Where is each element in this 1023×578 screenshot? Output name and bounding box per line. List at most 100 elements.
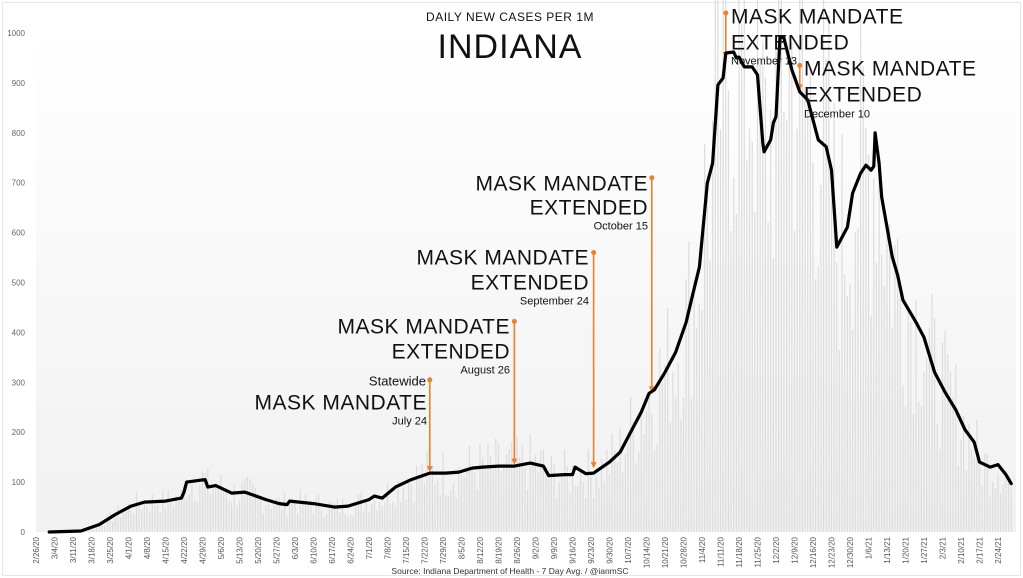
daily-bar bbox=[503, 466, 505, 532]
x-tick-label: 9/9/20 bbox=[550, 536, 559, 559]
daily-bar bbox=[384, 502, 386, 532]
x-tick-label: 4/29/20 bbox=[199, 536, 208, 563]
daily-bar bbox=[672, 372, 674, 532]
daily-bar bbox=[820, 185, 822, 532]
daily-bar bbox=[881, 254, 883, 533]
x-tick-label: 5/20/20 bbox=[254, 536, 263, 563]
daily-bar bbox=[540, 450, 542, 532]
daily-bar bbox=[701, 309, 703, 532]
daily-bar bbox=[355, 502, 357, 532]
daily-bar bbox=[630, 396, 632, 532]
daily-bar bbox=[600, 458, 603, 532]
x-tick-label: 12/16/20 bbox=[809, 536, 818, 568]
annotation-arrowhead bbox=[648, 386, 655, 393]
daily-bar bbox=[151, 494, 153, 532]
daily-bar bbox=[772, 258, 774, 532]
daily-bar bbox=[455, 497, 457, 532]
x-tick-label: 6/3/20 bbox=[291, 536, 300, 559]
daily-bar bbox=[751, 141, 753, 532]
daily-bar bbox=[976, 419, 978, 532]
daily-bar bbox=[775, 38, 777, 533]
daily-bar bbox=[606, 449, 608, 532]
annotation-date: August 26 bbox=[460, 364, 510, 377]
daily-bar bbox=[579, 468, 582, 532]
x-tick-label: 2/17/21 bbox=[976, 536, 985, 563]
daily-bar bbox=[516, 436, 518, 532]
daily-bar bbox=[622, 471, 624, 532]
x-tick-label: 10/7/20 bbox=[624, 536, 633, 563]
daily-bar bbox=[357, 494, 360, 532]
annotation-date: November 13 bbox=[731, 55, 798, 68]
daily-bar bbox=[719, 129, 722, 532]
annotation-extended: EXTENDED bbox=[470, 271, 589, 295]
daily-bar bbox=[735, 214, 737, 532]
daily-bar bbox=[593, 497, 595, 532]
annotation-dot bbox=[797, 62, 803, 68]
daily-bar bbox=[738, 0, 740, 533]
daily-bar bbox=[978, 456, 981, 532]
daily-bar bbox=[704, 144, 706, 533]
daily-bar bbox=[400, 502, 402, 532]
daily-bar bbox=[569, 492, 571, 532]
daily-bar bbox=[199, 484, 201, 532]
x-tick-label: 6/24/20 bbox=[347, 536, 356, 563]
daily-bar bbox=[497, 443, 500, 532]
daily-bar bbox=[133, 513, 135, 532]
daily-bar bbox=[910, 321, 912, 532]
daily-bar bbox=[651, 412, 653, 532]
daily-bar bbox=[233, 484, 235, 532]
y-tick-label: 100 bbox=[12, 478, 26, 487]
daily-bar bbox=[643, 434, 645, 532]
daily-bar bbox=[183, 486, 185, 532]
y-tick-label: 1000 bbox=[7, 29, 25, 38]
daily-bar bbox=[415, 465, 418, 532]
daily-bar bbox=[883, 286, 885, 532]
annotation-mask-mandate: MASK MANDATE bbox=[416, 246, 589, 270]
daily-bar bbox=[812, 162, 814, 532]
daily-bar bbox=[902, 384, 904, 532]
daily-bar bbox=[450, 489, 452, 532]
daily-bar bbox=[138, 505, 140, 532]
daily-bar bbox=[508, 449, 510, 532]
daily-bar bbox=[828, 15, 830, 533]
daily-bar bbox=[468, 445, 471, 532]
daily-bar bbox=[223, 491, 225, 532]
x-tick-label: 11/11/20 bbox=[717, 536, 726, 567]
daily-bar bbox=[970, 449, 973, 532]
daily-bar bbox=[928, 327, 930, 532]
x-tick-label: 4/22/20 bbox=[180, 536, 189, 563]
daily-bar bbox=[865, 127, 867, 532]
daily-bar bbox=[574, 486, 576, 532]
daily-bar bbox=[426, 451, 428, 532]
daily-bar bbox=[112, 521, 114, 532]
x-tick-label: 10/28/20 bbox=[680, 536, 689, 568]
daily-bar bbox=[608, 474, 611, 532]
daily-bar bbox=[289, 504, 291, 532]
daily-bar bbox=[825, 58, 827, 533]
daily-bar bbox=[489, 456, 492, 532]
annotation-dot bbox=[723, 10, 729, 16]
daily-bar bbox=[365, 500, 367, 532]
daily-bar bbox=[154, 505, 156, 532]
daily-bar bbox=[334, 503, 336, 532]
daily-bar bbox=[955, 364, 957, 532]
daily-bar bbox=[146, 506, 148, 532]
daily-bar bbox=[748, 128, 751, 532]
daily-bar bbox=[405, 499, 407, 532]
daily-bar bbox=[799, 0, 801, 533]
daily-bar bbox=[423, 483, 426, 532]
daily-bar bbox=[368, 512, 370, 532]
daily-bar bbox=[262, 512, 264, 532]
daily-bar bbox=[392, 502, 394, 532]
daily-bar bbox=[529, 433, 531, 532]
daily-bar bbox=[722, 0, 724, 532]
daily-bar bbox=[318, 494, 320, 532]
x-tick-label: 11/4/20 bbox=[698, 536, 707, 563]
daily-bar bbox=[386, 483, 389, 532]
x-tick-label: 1/27/21 bbox=[920, 536, 929, 563]
annotation-dot bbox=[649, 175, 655, 181]
annotation-extended: EXTENDED bbox=[529, 196, 648, 220]
daily-bar bbox=[725, 0, 727, 532]
chart-subtitle: INDIANA bbox=[437, 28, 583, 66]
daily-bar bbox=[791, 42, 793, 532]
